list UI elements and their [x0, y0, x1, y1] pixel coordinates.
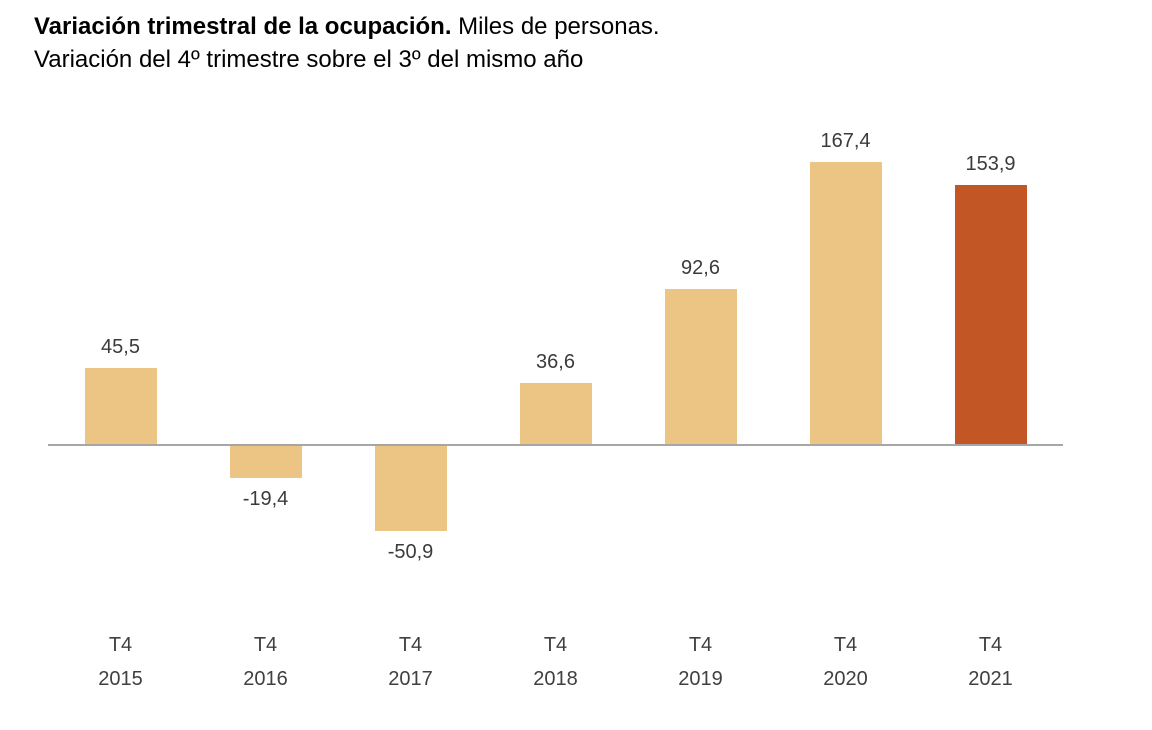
tick-label-t4-2016: T4 2016 [206, 628, 326, 696]
tick-quarter-t4-2018: T4 [543, 634, 568, 656]
tick-year-t4-2019: 2019 [678, 668, 723, 690]
tick-quarter-t4-2020: T4 [833, 634, 858, 656]
tick-year-t4-2021: 2021 [968, 668, 1013, 690]
bar-t4-2021 [954, 184, 1027, 445]
title-line2: Variación del 4º trimestre sobre el 3º d… [34, 46, 584, 73]
value-label-t4-2016: -19,4 [242, 487, 289, 510]
chart-title: Variación trimestral de la ocupación. Mi… [34, 10, 660, 76]
bar-t4-2016 [229, 445, 302, 478]
bar-t4-2017 [374, 445, 447, 532]
tick-year-t4-2020: 2020 [823, 668, 868, 690]
tick-quarter-t4-2016: T4 [253, 634, 278, 656]
tick-label-t4-2019: T4 2019 [641, 628, 761, 696]
tick-year-t4-2016: 2016 [243, 668, 288, 690]
title-main: Variación trimestral de la ocupación. [34, 13, 452, 40]
value-label-t4-2020: 167,4 [820, 130, 871, 153]
tick-label-t4-2021: T4 2021 [931, 628, 1051, 696]
title-line1: Variación trimestral de la ocupación. Mi… [34, 10, 660, 43]
title-subtitle: Miles de personas. [451, 13, 660, 40]
bar-t4-2019 [664, 288, 737, 445]
value-label-t4-2019: 92,6 [681, 256, 720, 279]
tick-label-t4-2020: T4 2020 [786, 628, 906, 696]
tick-label-t4-2018: T4 2018 [496, 628, 616, 696]
x-axis-line [48, 444, 1063, 446]
tick-label-t4-2017: T4 2017 [351, 628, 471, 696]
bar-t4-2020 [809, 162, 882, 445]
value-label-t4-2018: 36,6 [536, 351, 575, 374]
tick-quarter-t4-2019: T4 [688, 634, 713, 656]
value-label-t4-2015: 45,5 [101, 336, 140, 359]
tick-quarter-t4-2017: T4 [398, 634, 423, 656]
tick-quarter-t4-2021: T4 [978, 634, 1003, 656]
value-label-t4-2017: -50,9 [387, 541, 434, 564]
bar-t4-2018 [519, 383, 592, 445]
bar-t4-2015 [84, 368, 157, 445]
tick-year-t4-2018: 2018 [533, 668, 578, 690]
tick-year-t4-2015: 2015 [98, 668, 143, 690]
value-label-t4-2021: 153,9 [965, 152, 1016, 175]
tick-quarter-t4-2015: T4 [108, 634, 133, 656]
tick-year-t4-2017: 2017 [388, 668, 433, 690]
tick-label-t4-2015: T4 2015 [61, 628, 181, 696]
